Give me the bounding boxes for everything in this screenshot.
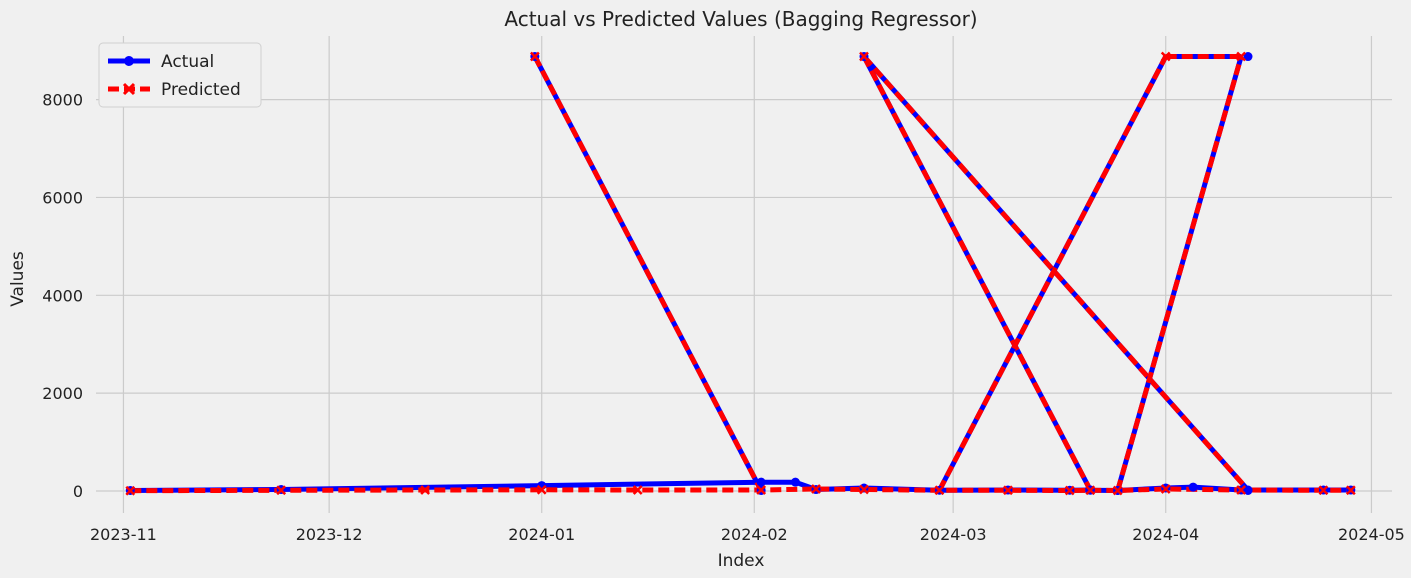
predicted-point xyxy=(276,485,287,496)
predicted-jump-segment xyxy=(937,55,1168,492)
x-tick-label: 2024-03 xyxy=(920,525,987,544)
legend-marker-predicted xyxy=(122,82,136,96)
predicted-point xyxy=(1085,485,1096,496)
x-tick-label: 2024-04 xyxy=(1132,525,1199,544)
actual-point xyxy=(1188,482,1198,492)
x-tick-label: 2023-12 xyxy=(296,525,363,544)
predicted-point xyxy=(632,485,643,495)
x-tick-label: 2024-05 xyxy=(1338,525,1405,544)
predicted-point-high xyxy=(859,51,869,62)
predicted-jump-segment xyxy=(861,55,1093,492)
x-tick-label: 2023-11 xyxy=(90,525,157,544)
predicted-point xyxy=(1160,484,1171,494)
actual-point xyxy=(1243,485,1253,495)
predicted-point xyxy=(859,484,869,495)
series-layer xyxy=(125,51,1356,496)
actual-point xyxy=(790,477,800,487)
predicted-point xyxy=(1112,485,1123,496)
predicted-point xyxy=(934,485,945,496)
actual-point xyxy=(1243,52,1253,62)
predicted-point xyxy=(756,485,767,495)
y-tick-label: 0 xyxy=(73,482,83,501)
y-tick-label: 4000 xyxy=(42,286,83,305)
predicted-point xyxy=(125,485,136,496)
predicted-point-high xyxy=(529,51,540,62)
y-axis-title: Values xyxy=(8,251,28,307)
predicted-jump-segment xyxy=(1115,55,1244,492)
predicted-jump-segment xyxy=(862,54,1250,492)
chart-title: Actual vs Predicted Values (Bagging Regr… xyxy=(504,7,977,31)
predicted-point xyxy=(420,485,431,495)
y-tick-label: 2000 xyxy=(42,384,83,403)
legend-marker-actual xyxy=(124,56,134,66)
x-axis-title: Index xyxy=(718,551,765,571)
legend-label-predicted: Predicted xyxy=(161,80,241,100)
y-tick-label: 6000 xyxy=(42,188,83,207)
legend-label-actual: Actual xyxy=(161,52,214,72)
x-tick-label: 2024-01 xyxy=(508,525,575,544)
predicted-jump-segment xyxy=(532,55,764,492)
predicted-point xyxy=(1003,485,1013,496)
predicted-point xyxy=(1064,485,1075,496)
predicted-point xyxy=(1345,485,1356,496)
predicted-point-high xyxy=(1236,51,1247,62)
predicted-point xyxy=(1318,485,1329,496)
y-tick-label: 8000 xyxy=(42,91,83,110)
legend: Actual Predicted xyxy=(98,42,262,108)
predicted-point-high xyxy=(1160,51,1171,62)
predicted-point xyxy=(811,484,821,494)
predicted-point xyxy=(1236,485,1247,495)
predicted-point xyxy=(536,484,547,495)
actual-point xyxy=(756,477,766,487)
x-tick-label: 2024-02 xyxy=(721,525,788,544)
ticks: 2023-11 2023-12 2024-01 2024-02 2024-03 2024-… xyxy=(42,91,1405,544)
